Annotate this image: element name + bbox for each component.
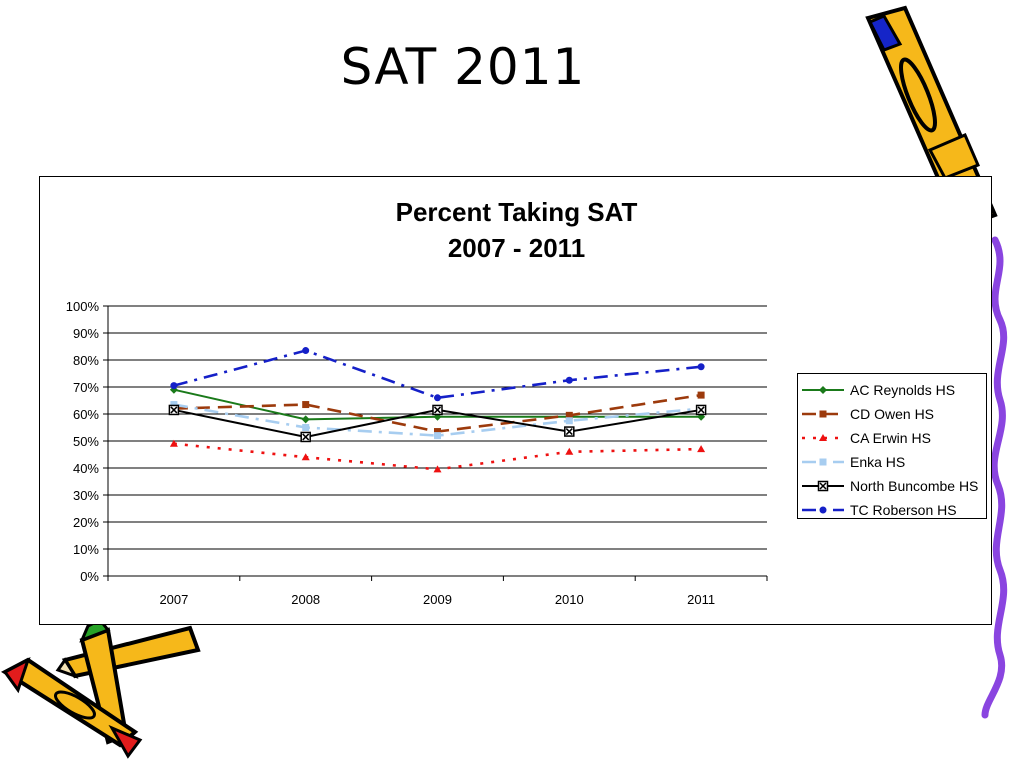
chart-subtitle: 2007 - 2011 [447,233,586,263]
chart-legend: AC Reynolds HS CD Owen HS CA Erwin HS Enka … [797,373,987,519]
data-point [170,401,178,409]
y-tick-label: 80% [73,353,99,368]
data-point [302,401,310,409]
legend-marker [819,434,827,441]
chart-frame: Percent Taking SAT 2007 - 2011 0% 10% 20% 3… [39,176,992,625]
data-point [170,382,178,390]
legend-swatch [802,386,844,394]
y-tick-label: 30% [73,488,99,503]
x-tick-label: 2011 [687,592,715,607]
y-tick-label: 0% [80,569,99,584]
data-point [697,391,705,399]
data-point [169,439,178,447]
legend-item: TC Roberson HS [798,498,986,522]
x-tick-label: 2007 [159,592,188,607]
legend-item: CA Erwin HS [798,426,986,450]
data-point [565,447,574,455]
y-tick-label: 100% [66,299,100,314]
legend-marker [819,410,827,418]
legend-swatch [802,480,844,492]
y-tick-label: 90% [73,326,99,341]
data-point [300,431,311,443]
data-point [697,445,706,453]
chart-title: Percent Taking SAT [395,197,638,227]
legend-marker [819,506,827,514]
y-tick-label: 50% [73,434,99,449]
legend-swatch [802,506,844,514]
data-point [168,404,180,416]
x-tick-label: 2008 [291,592,320,607]
legend-item: North Buncombe HS [798,474,986,498]
data-point [301,453,310,461]
y-tick-label: 40% [73,461,99,476]
legend-swatch [802,458,844,466]
squiggle-decoration [981,236,1008,719]
slide-title: SAT 2011 [340,38,586,96]
data-point [565,376,573,384]
legend-label: CA Erwin HS [850,430,931,446]
data-point [302,347,310,355]
series-line [173,349,702,400]
data-point [434,432,441,440]
data-point [565,417,573,425]
data-point [433,465,442,473]
legend-swatch [802,434,844,441]
line-chart: 0% 10% 20% 30% 40% 50% 60% 70% 80% 90% 100% 2007 200… [66,299,768,607]
data-point [697,363,705,371]
data-point [301,415,310,424]
legend-marker [819,386,827,394]
y-tick-label: 70% [73,380,99,395]
y-tick-label: 10% [73,542,99,557]
legend-label: Enka HS [850,454,906,470]
legend-label: AC Reynolds HS [850,382,956,398]
data-point [434,394,441,402]
series-line [173,403,702,437]
legend-label: TC Roberson HS [850,502,957,518]
legend-item: CD Owen HS [798,402,986,426]
data-point [302,424,310,431]
legend-marker [819,458,827,466]
y-tick-label: 60% [73,407,99,422]
legend-label: CD Owen HS [850,406,935,422]
legend-item: AC Reynolds HS [798,378,986,402]
data-point [695,404,707,416]
legend-swatch [802,410,844,418]
pencil-icon [1,618,201,759]
pencil-icon [865,5,998,231]
data-point [434,428,441,436]
x-tick-label: 2010 [555,592,584,607]
data-point [565,411,573,419]
legend-marker [817,480,829,492]
y-tick-label: 20% [73,515,99,530]
legend-label: North Buncombe HS [850,478,979,494]
legend-item: Enka HS [798,450,986,474]
data-point [564,426,575,437]
data-point [432,404,443,416]
x-tick-label: 2009 [423,592,452,607]
